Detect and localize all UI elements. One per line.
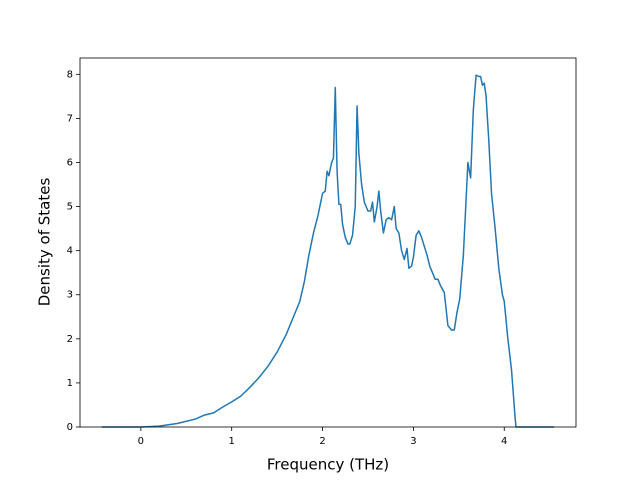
y-tick-label: 5 (67, 202, 73, 213)
line (101, 74, 555, 428)
y-tick-label: 4 (67, 246, 73, 257)
x-tick-label: 3 (410, 436, 416, 447)
x-tick-label: 2 (319, 436, 325, 447)
plot-frame (79, 57, 577, 428)
y-tick-label: 3 (67, 290, 73, 301)
x-axis-label: Frequency (THz) (267, 456, 389, 474)
y-tick-label: 8 (67, 69, 73, 80)
y-tick-label: 7 (67, 113, 73, 124)
y-tick-label: 1 (67, 378, 73, 389)
y-tick-label: 6 (67, 157, 73, 168)
x-tick-label: 1 (229, 436, 235, 447)
x-tick-label: 4 (501, 436, 507, 447)
y-tick-label: 2 (67, 334, 73, 345)
y-axis-label: Density of States (36, 178, 54, 307)
y-tick-label: 0 (67, 422, 73, 433)
x-tick-label: 0 (138, 436, 144, 447)
